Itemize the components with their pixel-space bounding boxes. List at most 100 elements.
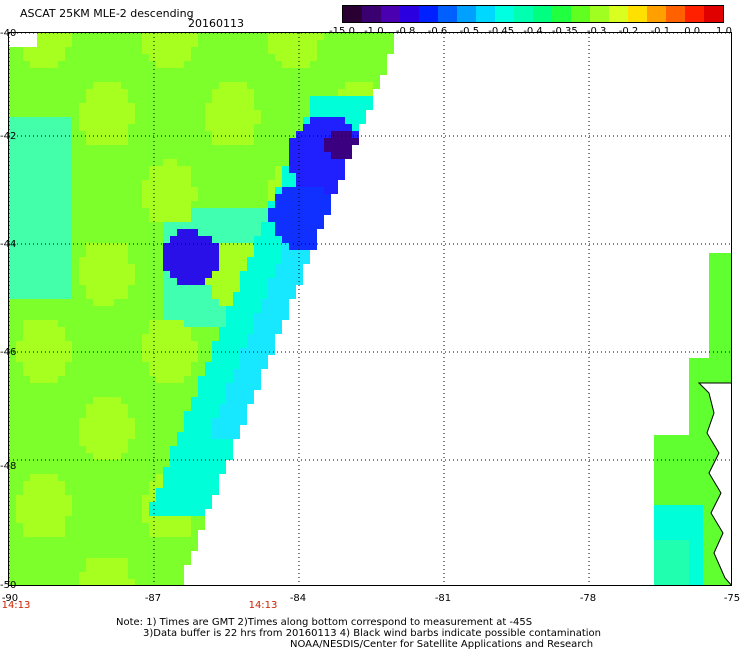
swath-pixel bbox=[198, 502, 205, 509]
swath-pixel bbox=[142, 103, 149, 110]
swath-pixel bbox=[149, 327, 156, 334]
swath-pixel bbox=[275, 327, 282, 334]
swath-pixel bbox=[226, 152, 233, 159]
swath-pixel bbox=[254, 327, 261, 334]
swath-pixel bbox=[79, 320, 86, 327]
swath-pixel bbox=[23, 159, 30, 166]
swath-pixel bbox=[289, 138, 296, 145]
swath-pixel bbox=[212, 103, 219, 110]
swath-pixel bbox=[44, 103, 51, 110]
swath-pixel bbox=[156, 278, 163, 285]
swath-pixel bbox=[696, 365, 703, 372]
swath-pixel bbox=[716, 323, 723, 330]
swath-pixel bbox=[177, 40, 184, 47]
swath-pixel bbox=[191, 222, 198, 229]
swath-pixel bbox=[268, 68, 275, 75]
swath-pixel bbox=[16, 369, 23, 376]
swath-pixel bbox=[149, 47, 156, 54]
swath-pixel bbox=[9, 187, 16, 194]
swath-pixel bbox=[142, 453, 149, 460]
swath-pixel bbox=[9, 285, 16, 292]
swath-pixel bbox=[177, 75, 184, 82]
swath-pixel bbox=[51, 40, 58, 47]
swath-pixel bbox=[226, 355, 233, 362]
swath-pixel bbox=[51, 299, 58, 306]
swath-pixel bbox=[93, 299, 100, 306]
swath-pixel bbox=[23, 565, 30, 572]
swath-pixel bbox=[710, 519, 717, 526]
swath-pixel bbox=[324, 110, 331, 117]
swath-pixel bbox=[72, 306, 79, 313]
swath-pixel bbox=[86, 425, 93, 432]
swath-pixel bbox=[65, 61, 72, 68]
swath-pixel bbox=[72, 152, 79, 159]
swath-pixel bbox=[219, 348, 226, 355]
swath-pixel bbox=[184, 446, 191, 453]
swath-pixel bbox=[675, 554, 682, 561]
swath-pixel bbox=[163, 341, 170, 348]
swath-pixel bbox=[107, 40, 114, 47]
swath-pixel bbox=[198, 250, 205, 257]
swath-pixel bbox=[93, 194, 100, 201]
swath-pixel bbox=[58, 152, 65, 159]
swath-pixel bbox=[177, 390, 184, 397]
swath-pixel bbox=[72, 194, 79, 201]
swath-pixel bbox=[30, 474, 37, 481]
swath-pixel bbox=[254, 82, 261, 89]
swath-pixel bbox=[86, 411, 93, 418]
swath-pixel bbox=[170, 243, 177, 250]
swath-pixel bbox=[198, 222, 205, 229]
color-scale-tick-label: -0.8 bbox=[396, 26, 416, 37]
swath-pixel bbox=[198, 355, 205, 362]
swath-pixel bbox=[163, 222, 170, 229]
swath-pixel bbox=[170, 180, 177, 187]
swath-pixel bbox=[170, 110, 177, 117]
swath-pixel bbox=[156, 264, 163, 271]
swath-pixel bbox=[191, 96, 198, 103]
swath-pixel bbox=[100, 138, 107, 145]
swath-pixel bbox=[100, 124, 107, 131]
swath-pixel bbox=[233, 313, 240, 320]
swath-pixel bbox=[219, 47, 226, 54]
swath-pixel bbox=[717, 358, 724, 365]
swath-pixel bbox=[275, 278, 282, 285]
swath-pixel bbox=[170, 145, 177, 152]
swath-pixel bbox=[79, 502, 86, 509]
swath-pixel bbox=[100, 257, 107, 264]
swath-pixel bbox=[128, 292, 135, 299]
swath-pixel bbox=[212, 404, 219, 411]
swath-pixel bbox=[142, 565, 149, 572]
swath-pixel bbox=[30, 320, 37, 327]
swath-pixel bbox=[37, 131, 44, 138]
swath-pixel bbox=[198, 432, 205, 439]
swath-pixel bbox=[170, 285, 177, 292]
swath-pixel bbox=[65, 362, 72, 369]
swath-pixel bbox=[58, 565, 65, 572]
swath-pixel bbox=[135, 460, 142, 467]
swath-pixel bbox=[16, 159, 23, 166]
swath-pixel bbox=[149, 446, 156, 453]
swath-pixel bbox=[226, 285, 233, 292]
swath-pixel bbox=[177, 418, 184, 425]
swath-pixel bbox=[135, 82, 142, 89]
swath-pixel bbox=[128, 250, 135, 257]
swath-pixel bbox=[135, 68, 142, 75]
swath-pixel bbox=[100, 117, 107, 124]
swath-pixel bbox=[709, 267, 716, 274]
swath-pixel bbox=[44, 47, 51, 54]
swath-pixel bbox=[709, 323, 716, 330]
swath-pixel bbox=[30, 488, 37, 495]
swath-pixel bbox=[79, 82, 86, 89]
swath-pixel bbox=[135, 383, 142, 390]
swath-pixel bbox=[100, 411, 107, 418]
swath-pixel bbox=[177, 355, 184, 362]
swath-pixel bbox=[121, 243, 128, 250]
swath-pixel bbox=[163, 68, 170, 75]
swath-pixel bbox=[661, 547, 668, 554]
swath-pixel bbox=[254, 145, 261, 152]
swath-pixel bbox=[58, 124, 65, 131]
swath-pixel bbox=[696, 540, 703, 547]
swath-pixel bbox=[170, 537, 177, 544]
swath-pixel bbox=[296, 89, 303, 96]
swath-pixel bbox=[121, 257, 128, 264]
